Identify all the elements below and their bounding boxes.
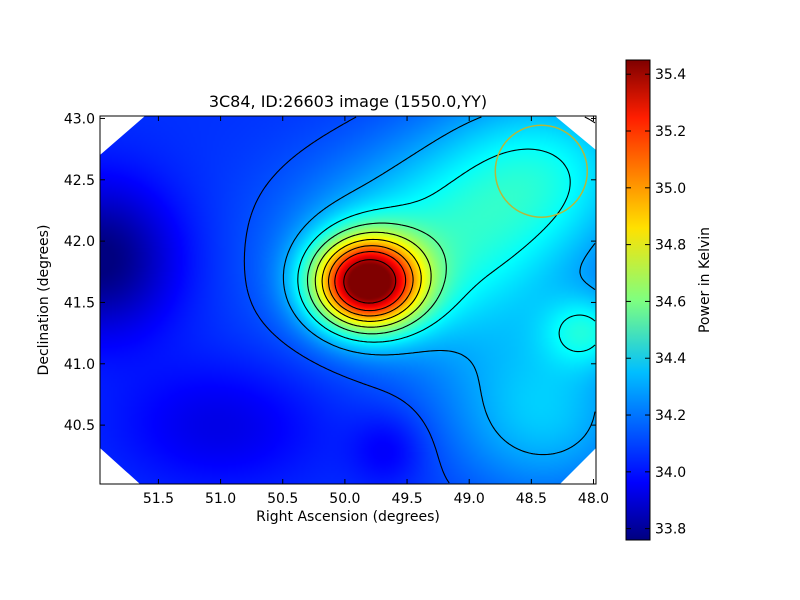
mask-top-left xyxy=(100,116,145,155)
x-tick-label: 51.5 xyxy=(143,491,174,507)
contour-level-8 xyxy=(334,251,407,312)
contour-level-1 xyxy=(243,116,450,484)
colorbar-tick-label: 35.2 xyxy=(655,124,686,140)
x-axis-label: Right Ascension (degrees) xyxy=(256,509,440,525)
y-tick-label: 43.0 xyxy=(64,111,95,127)
x-tick-label: 49.0 xyxy=(454,491,485,507)
y-tick-label: 41.5 xyxy=(64,295,95,311)
y-tick-label: 40.5 xyxy=(64,418,95,434)
x-tick-label: 51.0 xyxy=(205,491,236,507)
plot-frame xyxy=(99,115,597,485)
y-tick-label: 41.0 xyxy=(64,357,95,373)
colorbar-label: Power in Kelvin xyxy=(697,227,713,333)
colorbar-axis: 35.4 35.2 35.0 34.8 34.6 34.4 34.2 34.0 33.8 xyxy=(626,67,686,538)
x-tick-label: 49.5 xyxy=(391,491,422,507)
colorbar-tick-label: 34.8 xyxy=(655,238,686,254)
contour-level-5 xyxy=(314,231,432,328)
x-tick-label: 50.5 xyxy=(267,491,298,507)
x-tick-label: 48.0 xyxy=(578,491,609,507)
mask-bottom-left xyxy=(100,448,140,484)
mask-top-right xyxy=(555,116,596,150)
contour-level-3 xyxy=(297,148,596,353)
y-axis: 43.0 42.5 42.0 41.5 41.0 40.5 xyxy=(64,111,596,434)
colorbar-tick-label: 34.4 xyxy=(655,351,686,367)
contour-lines xyxy=(243,116,596,484)
y-tick-label: 42.5 xyxy=(64,173,95,189)
contour-level-9 xyxy=(343,259,397,304)
contour-level-2 xyxy=(282,116,596,456)
chart-title: 3C84, ID:26603 image (1550.0,YY) xyxy=(209,92,487,111)
y-tick-label: 42.0 xyxy=(64,234,95,250)
x-axis: 51.5 51.0 50.5 50.0 49.5 49.0 48.5 48.0 xyxy=(143,116,609,507)
mask-bottom-right xyxy=(560,448,596,484)
colorbar-tick-label: 34.6 xyxy=(655,294,686,310)
contour-level-6 xyxy=(321,238,422,322)
colorbar-tick-label: 33.8 xyxy=(655,522,686,538)
colorbar-tick-label: 34.2 xyxy=(655,408,686,424)
contour-level-7 xyxy=(327,245,414,317)
y-axis-label: Declination (degrees) xyxy=(36,225,52,376)
x-tick-label: 50.0 xyxy=(329,491,360,507)
colorbar-tick-label: 35.0 xyxy=(655,181,686,197)
colorbar-tick-label: 34.0 xyxy=(655,465,686,481)
x-tick-label: 48.5 xyxy=(516,491,547,507)
colorbar xyxy=(625,59,651,541)
heatmap-image xyxy=(100,116,596,484)
beam-circle xyxy=(494,124,589,218)
contour-level-4 xyxy=(306,222,447,335)
colorbar-tick-label: 35.4 xyxy=(655,67,686,83)
heatmap-area xyxy=(100,116,596,484)
